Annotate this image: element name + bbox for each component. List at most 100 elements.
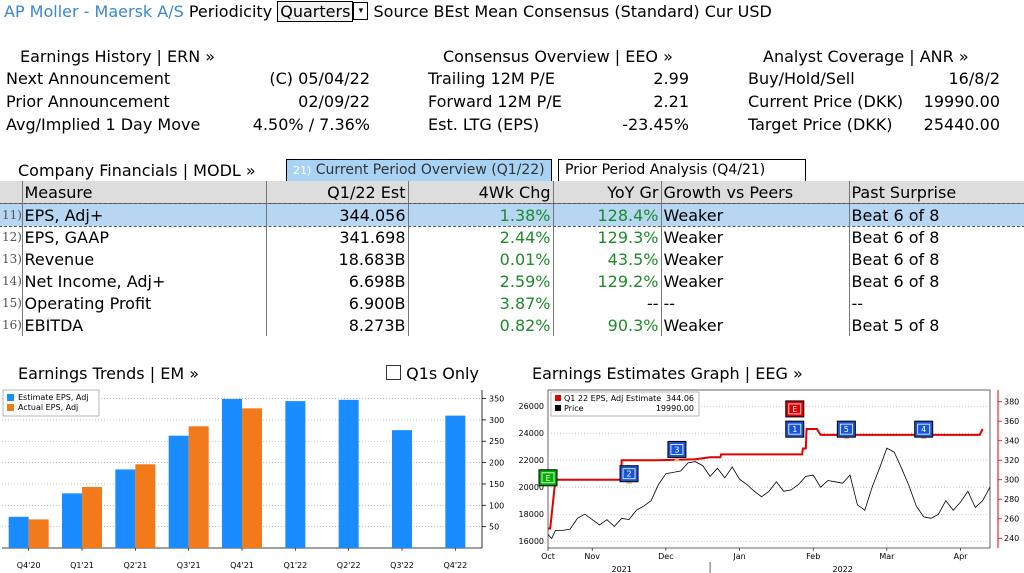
financials-title[interactable]: Company Financials | MODL » (18, 161, 256, 180)
consensus-title[interactable]: Consensus Overview | EEO » (443, 47, 673, 66)
earnings-trends-title[interactable]: Earnings Trends | EM » (18, 364, 199, 383)
consensus-label: Forward 12M P/E (428, 92, 562, 111)
row-number: 11) (0, 203, 23, 226)
analyst-title[interactable]: Analyst Coverage | ANR » (763, 47, 969, 66)
periodicity-select[interactable]: Quarters (277, 1, 354, 22)
table-row[interactable]: 14) Net Income, Adj+ 6.698B 2.59% 129.2% Weak… (0, 270, 1024, 292)
y-tick-label: 250 (489, 437, 504, 446)
q1s-only-checkbox[interactable] (386, 365, 401, 380)
earnings-trends-chart[interactable]: 50 100 150 200 250 300 350 Q4'20 Q1'21 Q2'21 Q3'21… (0, 386, 510, 573)
eps-estimate-line (548, 428, 984, 530)
event-marker-label: 3 (674, 445, 679, 454)
event-marker-inner (541, 472, 555, 484)
legend-value: 344.06 (666, 394, 694, 403)
column-header-4wk-chg[interactable]: 4Wk Chg (408, 181, 554, 204)
legend-label: Actual EPS, Adj (18, 403, 78, 412)
consensus-label: Trailing 12M P/E (428, 69, 555, 88)
event-marker-label: 4 (921, 425, 926, 434)
event-marker-inner (917, 423, 931, 435)
actual-bar (188, 426, 209, 548)
left-tick-label: 20000 (519, 483, 544, 492)
table-row[interactable]: 15) Operating Profit 6.900B 3.87% -- -- -- (0, 292, 1024, 314)
eeg-title[interactable]: Earnings Estimates Graph | EEG » (532, 364, 803, 383)
cell-estimate: 344.056 (266, 203, 409, 226)
event-marker (836, 420, 856, 438)
tab-current-period-label: Current Period Overview (Q1/22) (315, 162, 545, 178)
cell-measure[interactable]: Net Income, Adj+ (22, 270, 267, 292)
estimate-bar (62, 493, 82, 548)
event-marker-inner (788, 423, 802, 435)
x-tick-label: Mar (879, 552, 895, 561)
cell-measure[interactable]: Operating Profit (22, 292, 267, 314)
earnings-history-value: 02/09/22 (298, 92, 370, 111)
cell-yoy: -- (553, 292, 662, 314)
row-number-header (0, 181, 23, 204)
column-header-growth-vs-peers[interactable]: Growth vs Peers (661, 181, 850, 204)
cell-measure[interactable]: Revenue (22, 248, 267, 270)
column-header-yoy[interactable]: YoY Gr (553, 181, 662, 204)
y-tick-label: 150 (489, 480, 504, 489)
analyst-value: 25440.00 (923, 115, 1000, 134)
cell-growth-vs-peers: Weaker (661, 248, 850, 270)
event-marker-label: 2 (626, 470, 631, 479)
cell-growth-vs-peers: -- (661, 292, 850, 314)
earnings-history-title[interactable]: Earnings History | ERN » (20, 47, 216, 66)
tab-prior-period[interactable]: Prior Period Analysis (Q4/21) (558, 159, 806, 182)
right-tick-label: 340 (1004, 437, 1019, 446)
earnings-history-label: Prior Announcement (6, 92, 170, 111)
event-marker-label: E (792, 405, 797, 414)
dropdown-arrow-icon[interactable]: ▾ (353, 2, 369, 20)
cell-growth-vs-peers: Weaker (661, 270, 850, 292)
column-header-past-surprise[interactable]: Past Surprise (849, 181, 1024, 204)
consensus-value: 2.21 (653, 92, 689, 111)
cell-measure[interactable]: EPS, GAAP (22, 226, 267, 248)
actual-bar (82, 486, 102, 548)
x-year-label: 2022 (832, 565, 852, 573)
earnings-history-label: Next Announcement (6, 69, 171, 88)
q1s-only-toggle[interactable]: Q1s Only (386, 364, 479, 383)
legend-box (550, 391, 700, 417)
cell-growth-vs-peers: Weaker (661, 203, 850, 226)
cell-estimate: 6.900B (266, 292, 409, 314)
earnings-estimates-graph[interactable]: 16000 18000 20000 22000 24000 26000 240 260 280 3… (512, 386, 1024, 573)
cell-estimate: 18.683B (266, 248, 409, 270)
row-number: 12) (0, 226, 23, 248)
analyst-value: 19990.00 (923, 92, 1000, 111)
cell-past-surprise: Beat 6 of 8 (849, 270, 1024, 292)
earnings-history-value: (C) 05/04/22 (269, 69, 370, 88)
source-text: Source BEst Mean Consensus (Standard) Cu… (373, 2, 772, 21)
earnings-history-panel: Next Announcement (C) 05/04/22 Prior Annou… (6, 67, 370, 136)
cell-past-surprise: -- (849, 292, 1024, 314)
event-marker-inner (670, 444, 684, 455)
right-tick-label: 380 (1004, 398, 1019, 407)
estimate-bar (285, 401, 306, 548)
cell-measure[interactable]: EPS, Adj+ (22, 203, 267, 226)
table-row[interactable]: 12) EPS, GAAP 341.698 2.44% 129.3% Weaker Beat… (0, 226, 1024, 248)
earnings-history-value: 4.50% / 7.36% (252, 115, 370, 134)
tab-current-period[interactable]: 21) Current Period Overview (Q1/22) (286, 159, 552, 182)
cell-yoy: 43.5% (553, 248, 662, 270)
table-row[interactable]: 16) EBITDA 8.273B 0.82% 90.3% Weaker Beat 5 of… (0, 314, 1024, 336)
company-link[interactable]: AP Moller - Maersk A/S (4, 2, 184, 21)
x-tick-label: Apr (954, 552, 969, 561)
financials-table: Measure Q1/22 Est 4Wk Chg YoY Gr Growth … (0, 181, 1024, 336)
x-tick-label: Q4'22 (443, 561, 467, 570)
analyst-row: Buy/Hold/Sell 16/8/2 (748, 67, 1000, 90)
estimate-bar (338, 399, 359, 548)
earnings-history-row: Next Announcement (C) 05/04/22 (6, 67, 370, 90)
table-row[interactable]: 13) Revenue 18.683B 0.01% 43.5% Weaker Beat 6 … (0, 248, 1024, 270)
right-tick-label: 240 (1004, 534, 1019, 543)
event-marker (667, 440, 687, 458)
consensus-value: 2.99 (653, 69, 689, 88)
consensus-row: Est. LTG (EPS) -23.45% (428, 113, 689, 136)
analyst-label: Current Price (DKK) (748, 92, 904, 111)
column-header-measure[interactable]: Measure (22, 181, 267, 204)
row-number: 13) (0, 248, 23, 270)
legend-swatch (7, 404, 14, 411)
estimate-bar (115, 469, 136, 548)
table-row[interactable]: 11) EPS, Adj+ 344.056 1.38% 128.4% Weaker Beat… (0, 202, 1024, 227)
left-tick-label: 24000 (519, 429, 544, 438)
header-bar: AP Moller - Maersk A/S Periodicity Quart… (4, 1, 772, 22)
cell-measure[interactable]: EBITDA (22, 314, 267, 336)
column-header-estimate[interactable]: Q1/22 Est (266, 181, 409, 204)
